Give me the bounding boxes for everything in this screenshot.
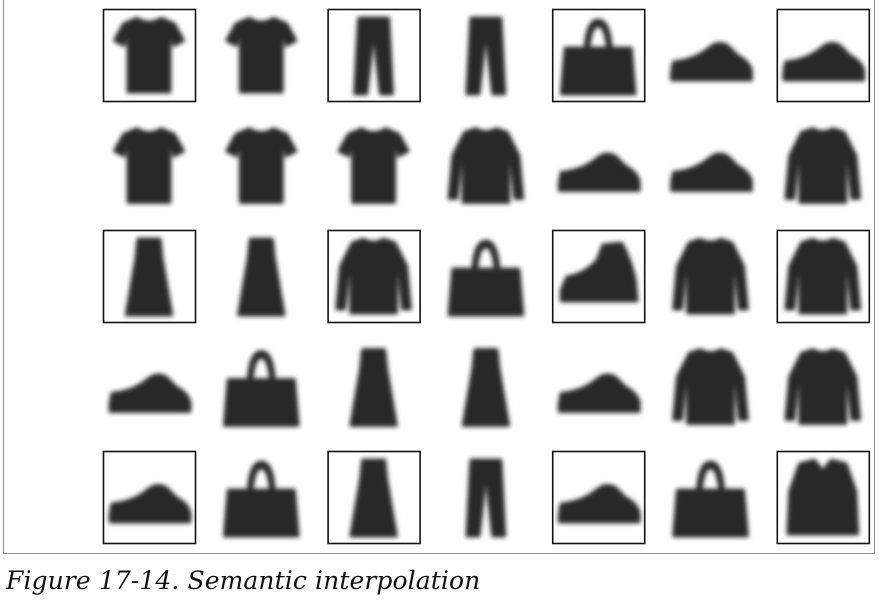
image-cell (349, 348, 398, 427)
boxed-image-cell (327, 8, 421, 103)
image-cell (225, 127, 298, 204)
pullover-icon (672, 348, 749, 425)
boxed-image-cell (776, 229, 871, 324)
bag-icon (560, 19, 637, 95)
image-cell (223, 350, 300, 427)
sneaker-icon (782, 42, 865, 81)
boxed-image-cell (551, 8, 646, 103)
tshirt-icon (225, 127, 298, 204)
boxed-image-cell (551, 450, 646, 545)
image-cell (670, 152, 753, 192)
tshirt-icon (113, 17, 185, 93)
cell-border (776, 8, 871, 103)
image-cell (672, 348, 749, 425)
image-cell (784, 127, 861, 204)
pullover-icon (784, 348, 861, 425)
cell-border (551, 450, 646, 545)
image-cell (558, 373, 641, 413)
bag-icon (447, 240, 524, 316)
image-cell (672, 238, 749, 314)
tshirt-icon (225, 17, 298, 93)
cell-border (327, 229, 421, 324)
ankle-boot-icon (560, 242, 639, 302)
image-cell (237, 238, 286, 316)
figure-frame (3, 0, 875, 554)
pullover-icon (784, 127, 861, 204)
boxed-image-cell (327, 229, 421, 324)
cell-border (776, 229, 871, 324)
image-cell (225, 17, 298, 93)
bag-icon (672, 461, 749, 537)
image-cell (670, 42, 753, 81)
image-cell (672, 461, 749, 537)
coat-icon (786, 459, 859, 535)
boxed-image-cell (776, 450, 871, 545)
tshirt-icon (337, 127, 410, 204)
sneaker-icon (670, 152, 753, 192)
image-cell (223, 461, 300, 537)
trouser-icon (465, 459, 506, 537)
bag-icon (223, 350, 300, 427)
image-cell (337, 127, 410, 204)
image-cell (109, 373, 191, 413)
cell-border (551, 8, 646, 103)
boxed-image-cell (102, 8, 197, 103)
image-cell (784, 348, 861, 425)
image-cell (447, 127, 524, 204)
image-cell (465, 459, 506, 537)
sneaker-icon (558, 484, 641, 523)
boxed-image-cell (102, 229, 197, 324)
image-cell (447, 240, 524, 316)
cell-border (776, 450, 871, 545)
cell-border (551, 229, 646, 324)
pullover-icon (447, 127, 524, 204)
boxed-image-cell (102, 450, 197, 545)
cell-border (327, 8, 421, 103)
dress-icon (461, 348, 510, 427)
sneaker-icon (670, 42, 753, 81)
cell-border (102, 450, 197, 545)
cell-border (102, 8, 197, 103)
image-cell (113, 127, 185, 204)
figure-caption: Figure 17-14. Semantic interpolation (6, 566, 481, 595)
trouser-icon (353, 17, 394, 95)
sneaker-icon (558, 152, 641, 192)
boxed-image-cell (776, 8, 871, 103)
image-cell (461, 348, 510, 427)
sneaker-icon (109, 373, 191, 413)
pullover-icon (784, 238, 861, 314)
pullover-icon (335, 238, 412, 314)
cell-border (102, 229, 197, 324)
sneaker-icon (109, 484, 191, 523)
dress-icon (125, 238, 173, 316)
tshirt-icon (113, 127, 185, 204)
boxed-image-cell (327, 450, 421, 545)
pullover-icon (672, 238, 749, 314)
bag-icon (223, 461, 300, 537)
dress-icon (349, 459, 398, 537)
dress-icon (349, 348, 398, 427)
trouser-icon (465, 17, 506, 95)
boxed-image-cell (551, 229, 646, 324)
image-cell (465, 17, 506, 95)
dress-icon (237, 238, 286, 316)
sneaker-icon (558, 373, 641, 413)
cell-border (327, 450, 421, 545)
interpolation-grid (102, 8, 871, 545)
image-cell (558, 152, 641, 192)
